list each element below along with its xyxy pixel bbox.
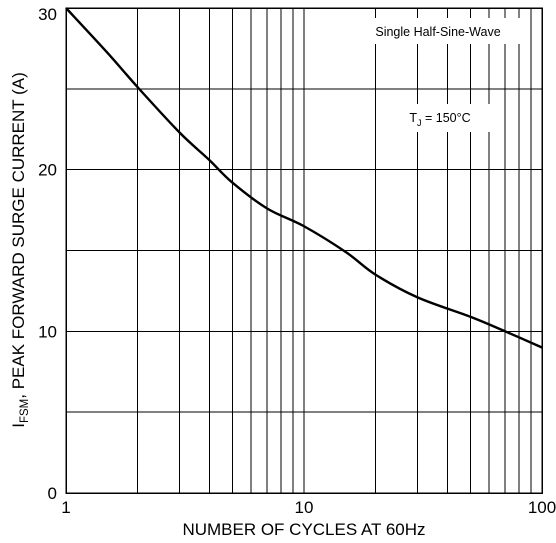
plot-frame <box>65 7 543 494</box>
x-tick-label: 1 <box>61 498 70 517</box>
waveform-annotation: Single Half-Sine-Wave <box>375 25 500 39</box>
surge-current-curve <box>65 7 543 349</box>
y-tick-label: 30 <box>38 5 57 24</box>
y-tick-label: 20 <box>38 161 57 180</box>
x-axis-title: NUMBER OF CYCLES AT 60Hz <box>182 520 425 539</box>
x-tick-label: 100 <box>528 498 556 517</box>
x-tick-label: 10 <box>295 498 314 517</box>
grid <box>65 7 543 494</box>
y-tick-label: 10 <box>38 322 57 341</box>
y-axis-title: IFSM, PEAK FORWARD SURGE CURRENT (A) <box>9 72 31 428</box>
y-tick-label: 0 <box>48 484 57 503</box>
curve-layer <box>65 7 543 349</box>
temperature-annotation-box <box>392 104 490 132</box>
waveform-annotation-box <box>352 18 524 44</box>
temperature-annotation: TJ = 150°C <box>409 111 470 128</box>
tick-labels: 1 10 100 0 10 20 30 <box>38 5 556 517</box>
